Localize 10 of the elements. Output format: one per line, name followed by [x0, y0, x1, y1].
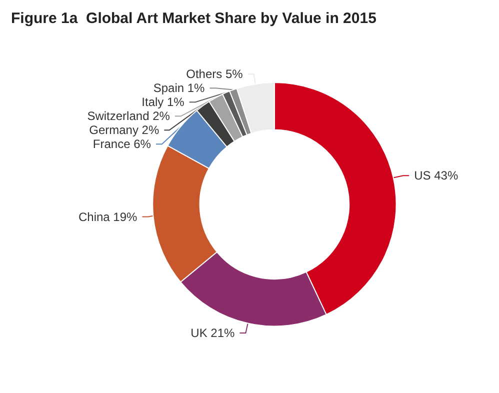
slice-label: UK 21%	[190, 326, 236, 340]
slice-label: France 6%	[92, 137, 152, 152]
slice-label: Switzerland 2%	[87, 109, 170, 124]
slice-label: China 19%	[78, 210, 138, 224]
slice-label: Spain 1%	[153, 81, 206, 96]
slice-label: US 43%	[414, 168, 458, 183]
slice-label: Others 5%	[186, 67, 244, 82]
chart-title: Figure 1a Global Art Market Share by Value in 2015	[11, 10, 376, 27]
slice-label: Germany 2%	[89, 123, 160, 138]
slice-label: Italy 1%	[142, 95, 185, 110]
